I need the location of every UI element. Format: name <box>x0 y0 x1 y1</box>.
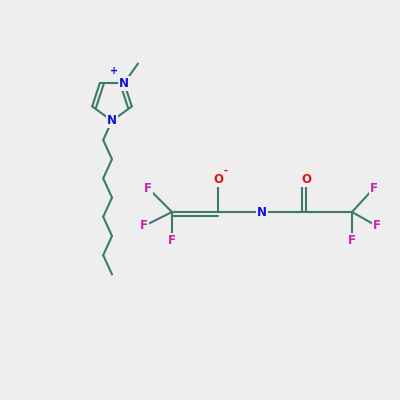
Text: F: F <box>370 182 378 194</box>
Text: -: - <box>224 166 228 175</box>
Text: F: F <box>140 220 148 232</box>
Text: N: N <box>107 114 117 127</box>
Text: O: O <box>301 173 311 186</box>
Text: F: F <box>144 182 152 194</box>
Text: O: O <box>213 173 223 186</box>
Text: F: F <box>348 234 356 247</box>
Text: F: F <box>168 234 176 247</box>
Text: F: F <box>373 220 381 232</box>
Text: +: + <box>110 66 118 76</box>
Text: N: N <box>119 77 129 90</box>
Text: N: N <box>257 206 267 218</box>
